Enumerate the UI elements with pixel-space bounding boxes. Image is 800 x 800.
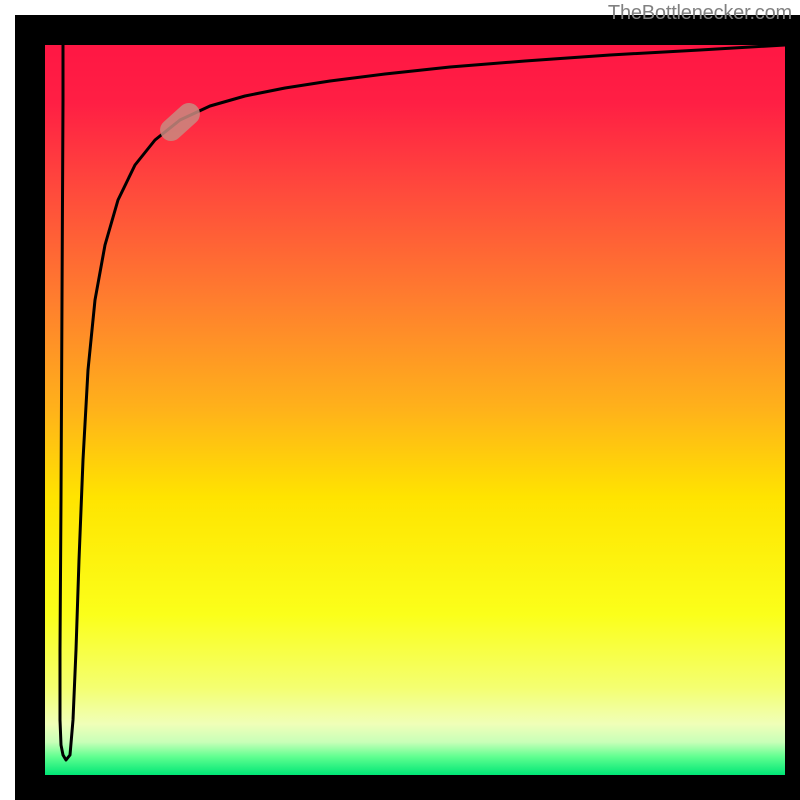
stage: TheBottlenecker.com — [0, 0, 800, 800]
plot-gradient-fill — [45, 45, 785, 775]
bottleneck-chart — [0, 0, 800, 800]
watermark-text: TheBottlenecker.com — [608, 2, 792, 25]
